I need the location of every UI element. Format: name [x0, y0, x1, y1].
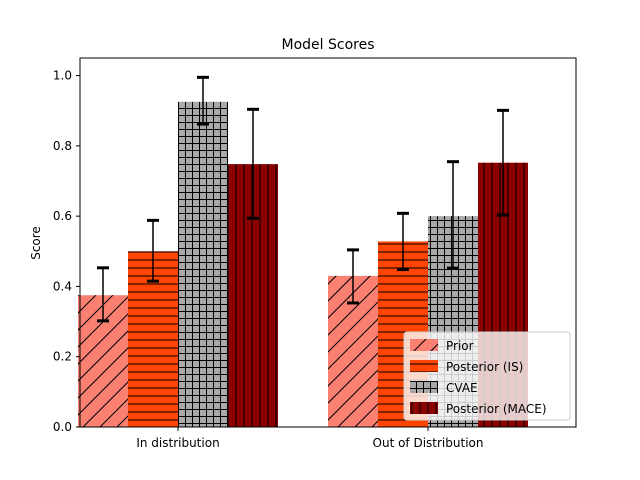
y-axis-label: Score [29, 226, 43, 260]
y-tick-label: 1.0 [53, 69, 72, 83]
legend-label-posterior-mace: Posterior (MACE) [446, 402, 547, 416]
legend-label-prior: Prior [446, 339, 474, 353]
legend-swatch-hatch-posterior-is [410, 360, 438, 372]
y-tick-label: 0.2 [53, 350, 72, 364]
chart-title: Model Scores [282, 37, 375, 53]
legend: Prior Posterior (IS) CVAE Posterior (MACE) [403, 331, 571, 421]
x-tick-label-out-of-distribution: Out of Distribution [373, 436, 484, 450]
y-tick-label: 0.0 [53, 420, 72, 434]
legend-swatch-hatch-cvae [410, 381, 438, 393]
y-tick-label: 0.8 [53, 139, 72, 153]
legend-box [403, 331, 571, 421]
bar-hatch-cvae-in-distribution [178, 101, 228, 427]
y-axis: 0.0 0.2 0.4 0.6 0.8 1.0 [53, 69, 80, 434]
y-tick-label: 0.4 [53, 279, 72, 293]
y-tick-label: 0.6 [53, 209, 72, 223]
legend-label-cvae: CVAE [446, 381, 478, 395]
legend-label-posterior-is: Posterior (IS) [446, 360, 523, 374]
axes-frame [79, 57, 577, 428]
legend-swatch-hatch-posterior-mace [410, 402, 438, 414]
legend-swatch-hatch-prior [410, 339, 438, 351]
x-axis: In distribution Out of Distribution [136, 427, 483, 450]
x-tick-label-in-distribution: In distribution [136, 436, 219, 450]
